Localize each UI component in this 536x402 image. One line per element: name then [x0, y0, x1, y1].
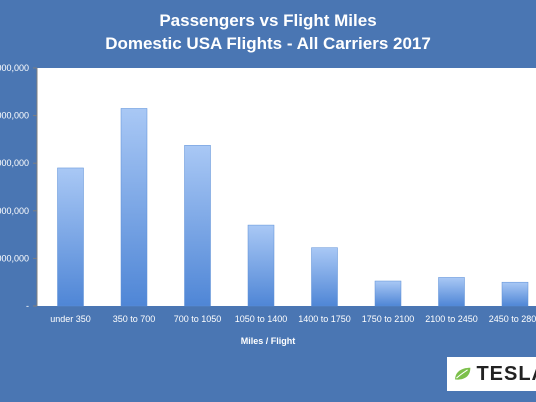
bar — [247, 224, 275, 307]
y-tick-label: 20,000,000 — [0, 253, 29, 263]
bar — [57, 167, 84, 307]
plot-area — [37, 68, 536, 306]
x-axis: under 350 350 to 700 700 to 1050 1050 to 14… — [50, 314, 536, 324]
bar — [438, 277, 465, 307]
bar — [374, 280, 402, 307]
x-tick-label: 2450 to 2800 — [489, 314, 536, 324]
brand-logo: TESLA — [447, 357, 536, 391]
x-axis-label: Miles / Flight — [240, 336, 296, 346]
y-tick-label: 100,000,000 — [0, 63, 29, 73]
leaf-icon — [455, 367, 471, 380]
bar — [501, 281, 529, 307]
x-tick-label: 700 to 1050 — [174, 314, 222, 324]
bar — [120, 108, 148, 307]
x-tick-label: 2100 to 2450 — [425, 314, 478, 324]
x-tick-label: 350 to 700 — [113, 314, 156, 324]
chart-title-line-1: Passengers vs Flight Miles — [159, 11, 377, 30]
y-tick-label: 40,000,000 — [0, 206, 29, 216]
chart-title-line-2: Domestic USA Flights - All Carriers 2017 — [105, 34, 431, 53]
bar — [311, 247, 338, 307]
y-tick-label: 60,000,000 — [0, 158, 29, 168]
y-tick-label: - — [26, 301, 29, 311]
x-tick-label: 1050 to 1400 — [235, 314, 288, 324]
x-tick-label: 1750 to 2100 — [362, 314, 415, 324]
x-tick-label: 1400 to 1750 — [298, 314, 351, 324]
x-tick-label: under 350 — [50, 314, 91, 324]
bars — [57, 108, 529, 307]
y-axis: - 20,000,000 40,000,000 60,000,000 80,000,00… — [0, 63, 38, 311]
bar — [184, 145, 211, 307]
logo-text: TESLA — [476, 362, 536, 385]
y-tick-label: 80,000,000 — [0, 111, 29, 121]
